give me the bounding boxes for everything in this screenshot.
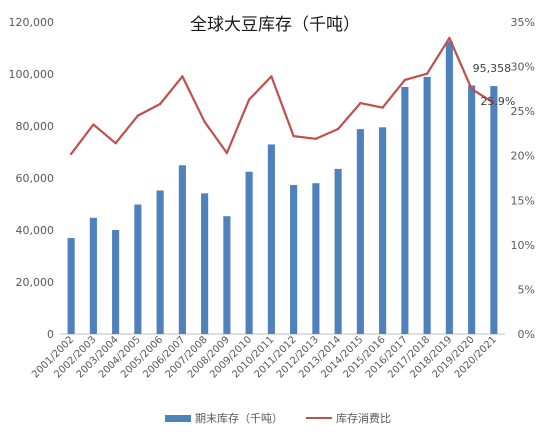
- bar: [223, 216, 231, 334]
- left-tick-label: 80,000: [16, 120, 55, 133]
- right-tick-label: 35%: [511, 16, 535, 29]
- data-label: 25.9%: [480, 95, 515, 108]
- right-tick-label: 15%: [511, 194, 535, 207]
- data-labels: 95,358 25.9%: [473, 62, 516, 108]
- line-point: [470, 87, 473, 91]
- data-label: 95,358: [473, 62, 512, 75]
- line-point: [359, 101, 362, 105]
- right-tick-label: 5%: [518, 283, 535, 296]
- bar: [89, 217, 97, 334]
- line-point: [203, 120, 206, 124]
- line-point: [114, 142, 117, 145]
- bar: [201, 193, 209, 334]
- bar: [112, 230, 120, 334]
- left-tick-label: 40,000: [16, 224, 55, 237]
- bar: [379, 127, 387, 334]
- bar-series: [67, 41, 498, 335]
- left-tick-label: 60,000: [16, 172, 55, 185]
- right-tick-label: 30%: [511, 61, 535, 74]
- line-point: [158, 102, 162, 106]
- legend-label-bar: 期末库存（千吨）: [195, 411, 283, 425]
- right-tick-label: 20%: [511, 150, 535, 163]
- bar: [178, 165, 186, 334]
- right-tick-label: 25%: [511, 105, 535, 118]
- left-tick-label: 20,000: [16, 276, 55, 289]
- line-point: [336, 127, 340, 131]
- bar: [401, 87, 409, 334]
- bar: [423, 76, 431, 335]
- bar: [490, 86, 498, 334]
- bar: [334, 168, 342, 334]
- line-point: [292, 134, 295, 138]
- legend-label-line: 库存消费比: [336, 411, 391, 425]
- line-point: [181, 75, 184, 78]
- right-tick-label: 10%: [511, 239, 535, 252]
- line-point: [403, 78, 407, 82]
- line-point: [225, 151, 229, 155]
- line-point: [92, 123, 95, 126]
- bar: [156, 190, 164, 334]
- line-point: [448, 36, 451, 40]
- line-point: [136, 114, 140, 117]
- left-tick-label: 100,000: [9, 68, 55, 81]
- left-tick-label: 0: [47, 328, 54, 341]
- chart-title: 全球大豆库存（千吨）: [190, 15, 360, 35]
- bar: [134, 204, 142, 334]
- bar: [468, 85, 476, 334]
- bar: [356, 129, 364, 334]
- line-point: [492, 101, 496, 105]
- line-series: [69, 36, 496, 156]
- bar: [290, 185, 298, 334]
- line-point: [270, 75, 273, 78]
- bar: [67, 238, 75, 334]
- right-axis: 0% 5% 10% 15% 20% 25% 30% 35%: [511, 16, 535, 341]
- bar: [245, 171, 253, 334]
- line-point: [425, 72, 429, 75]
- left-tick-label: 120,000: [9, 16, 55, 29]
- bar: [267, 144, 275, 334]
- right-tick-label: 0%: [518, 328, 535, 341]
- legend: 期末库存（千吨） 库存消费比: [165, 411, 391, 425]
- x-axis: 2001/20022002/20032003/20042004/20052005…: [30, 334, 499, 380]
- line-point: [247, 98, 251, 101]
- line-point: [69, 152, 73, 156]
- line-point: [381, 106, 384, 109]
- bar: [312, 183, 320, 334]
- line-path: [70, 36, 495, 155]
- legend-swatch-bar: [165, 415, 191, 422]
- left-axis: 0 20,000 40,000 60,000 80,000 100,000 120,000: [9, 16, 55, 341]
- line-point: [314, 137, 318, 140]
- bar: [445, 41, 453, 334]
